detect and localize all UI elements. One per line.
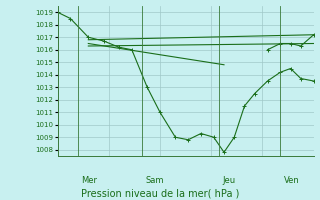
Text: Ven: Ven: [284, 176, 299, 185]
Text: Sam: Sam: [145, 176, 164, 185]
Text: Mer: Mer: [81, 176, 97, 185]
Text: Jeu: Jeu: [222, 176, 235, 185]
Text: Pression niveau de la mer( hPa ): Pression niveau de la mer( hPa ): [81, 188, 239, 198]
